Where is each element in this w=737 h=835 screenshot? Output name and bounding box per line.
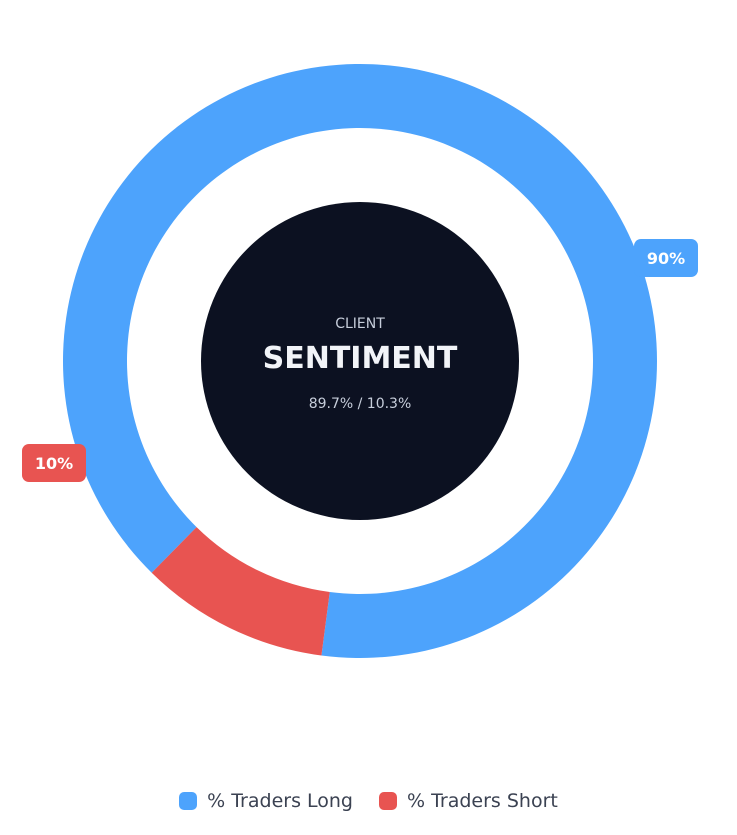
center-caption: CLIENT xyxy=(335,316,385,332)
legend-label-long: % Traders Long xyxy=(207,790,353,812)
data-labels: 90% 10% xyxy=(22,239,698,482)
data-label-short-box xyxy=(22,444,86,482)
data-label-long-box xyxy=(634,239,698,277)
data-label-long: 90% xyxy=(634,239,698,277)
center-title: SENTIMENT xyxy=(263,341,458,376)
doughnut-slices xyxy=(63,64,658,659)
legend-item-short[interactable]: % Traders Short xyxy=(378,790,558,812)
legend-swatch-long xyxy=(179,792,198,810)
chart-legend: % Traders Long % Traders Short xyxy=(0,790,737,812)
center-disc xyxy=(201,202,519,520)
center-subtitle: 89.7% / 10.3% xyxy=(309,396,412,412)
data-label-short: 10% xyxy=(22,444,86,482)
data-label-short-text: 10% xyxy=(35,454,73,473)
slice-traders-short[interactable] xyxy=(151,527,330,656)
data-label-long-text: 90% xyxy=(647,249,685,268)
legend-label-short: % Traders Short xyxy=(406,790,558,812)
legend-item-long[interactable]: % Traders Long xyxy=(179,790,353,812)
legend-swatch-short xyxy=(378,792,397,810)
